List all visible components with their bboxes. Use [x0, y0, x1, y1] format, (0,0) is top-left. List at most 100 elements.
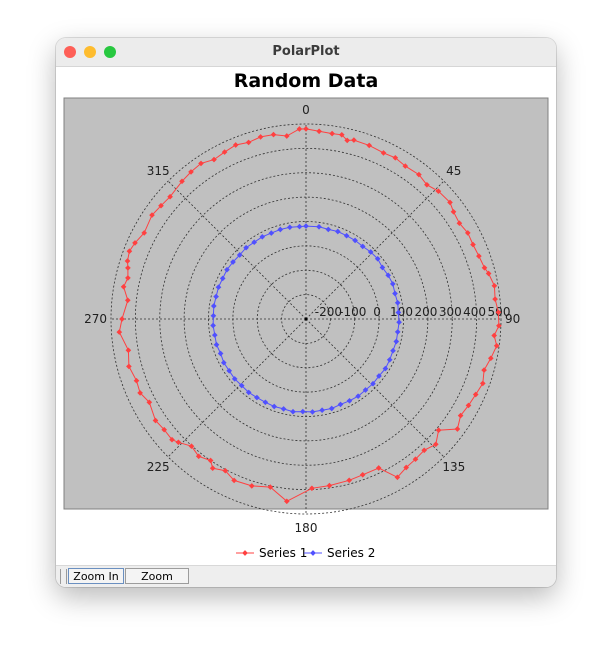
series-2-point: [210, 303, 217, 309]
series-1-point: [447, 199, 453, 206]
series-1: [116, 126, 502, 505]
angle-label: 90: [505, 312, 520, 326]
series-2-point: [374, 255, 381, 262]
legend-series-2-label: Series 2: [327, 546, 375, 560]
series-2-point: [316, 223, 322, 230]
series-2-point: [396, 319, 402, 326]
series-2-point: [243, 244, 249, 251]
series-2-point: [262, 399, 269, 406]
radial-tick-label: 400: [463, 305, 486, 319]
series-1-point: [169, 436, 175, 443]
series-2-point: [367, 249, 374, 255]
title-bar[interactable]: PolarPlot: [56, 38, 556, 67]
series-1-point: [231, 477, 237, 484]
series-1-point: [188, 169, 194, 175]
series-2-point: [217, 350, 224, 357]
series-2-point: [392, 290, 398, 297]
series-1-point: [248, 483, 255, 489]
radial-tick-labels: -200-1000100200300400500: [315, 305, 511, 319]
series-1-point: [188, 443, 195, 450]
series-1-point: [432, 441, 439, 448]
zoom-window-button[interactable]: [104, 46, 116, 58]
series-1-point: [403, 464, 410, 471]
series-1-point: [179, 178, 185, 185]
series-1-point: [492, 296, 498, 302]
angle-label: 0: [302, 103, 310, 117]
series-1-point: [329, 130, 335, 137]
series-2-point: [277, 226, 284, 233]
grid-circle: [159, 172, 453, 466]
series-2-point: [296, 223, 303, 230]
series-1-point: [195, 453, 202, 460]
radial-tick-label: 200: [414, 305, 437, 319]
legend-series-1-label: Series 1: [259, 546, 307, 560]
series-1-point: [124, 297, 131, 304]
series-1-point: [359, 471, 366, 478]
legend-series-2-marker: [310, 550, 316, 556]
radial-tick-label: 300: [439, 305, 462, 319]
series-1-point: [137, 390, 143, 396]
series-1-point: [394, 474, 401, 481]
series-1-point: [485, 270, 492, 277]
grid-spoke: [305, 318, 445, 458]
series-2-point: [328, 405, 335, 412]
series-1-point: [133, 377, 140, 384]
series-1-point: [158, 202, 164, 209]
series-1-line: [118, 128, 500, 502]
angle-label: 315: [147, 164, 170, 178]
series-1-point: [326, 482, 333, 489]
series-2-point: [231, 376, 238, 382]
minimize-window-button[interactable]: [84, 46, 96, 58]
series-2-point: [395, 309, 402, 316]
series-2-point: [220, 359, 227, 366]
series-1-point: [491, 332, 498, 339]
series-2-point: [337, 401, 344, 408]
angle-label: 45: [446, 164, 461, 178]
series-1-point: [120, 283, 127, 290]
series-2-point: [385, 272, 392, 279]
series-1-point: [402, 163, 409, 169]
series-2-point: [211, 332, 218, 338]
polar-chart[interactable]: Random Data 0 45 90 135 180 225 270 315 -200-10…: [56, 67, 556, 565]
series-1-point: [146, 399, 153, 406]
series-1-point: [309, 485, 315, 492]
app-window: PolarPlot Random Data 0 45 90 135 180 225 270 3…: [56, 38, 556, 587]
series-2-point: [379, 264, 386, 271]
series-1-point: [175, 439, 182, 446]
series-2-point: [362, 387, 369, 393]
series-1-point: [267, 484, 274, 490]
series-1-point: [487, 355, 494, 362]
series-1-point: [392, 154, 399, 161]
series-1-point: [380, 150, 387, 156]
series-1-point: [116, 329, 123, 335]
series-1-point: [283, 133, 290, 139]
series-1-point: [132, 240, 138, 246]
series-2-point: [370, 380, 376, 387]
series-1-point: [149, 212, 155, 218]
series-2-point: [254, 394, 260, 401]
zoom-out-button[interactable]: Zoom Out: [125, 568, 189, 587]
radial-tick-label: 0: [373, 305, 381, 319]
series-1-point: [424, 181, 430, 188]
series-1-point: [457, 412, 464, 419]
series-2-point: [346, 397, 353, 404]
series-2-point: [245, 389, 252, 396]
series-1-point: [416, 171, 422, 178]
zoom-in-button[interactable]: Zoom In: [68, 568, 124, 584]
series-2-point: [352, 237, 358, 244]
series-1-point: [124, 258, 131, 264]
series-1-point: [257, 134, 264, 140]
chart-panel: Random Data 0 45 90 135 180 225 270 315 -200 -10…: [56, 67, 556, 565]
series-2-point: [224, 266, 230, 273]
series-2-point: [394, 329, 401, 335]
toolbar-grip[interactable]: [60, 569, 67, 584]
series-1-point: [141, 230, 148, 236]
series-2-point: [251, 239, 258, 246]
radial-tick-label: 100: [390, 305, 413, 319]
grid-circle: [110, 123, 502, 515]
toolbar: Zoom In Zoom Out: [56, 565, 556, 587]
series-2-point: [393, 338, 400, 345]
close-window-button[interactable]: [64, 46, 76, 58]
grid-spoke: [305, 180, 445, 320]
series-2-point: [394, 299, 401, 306]
